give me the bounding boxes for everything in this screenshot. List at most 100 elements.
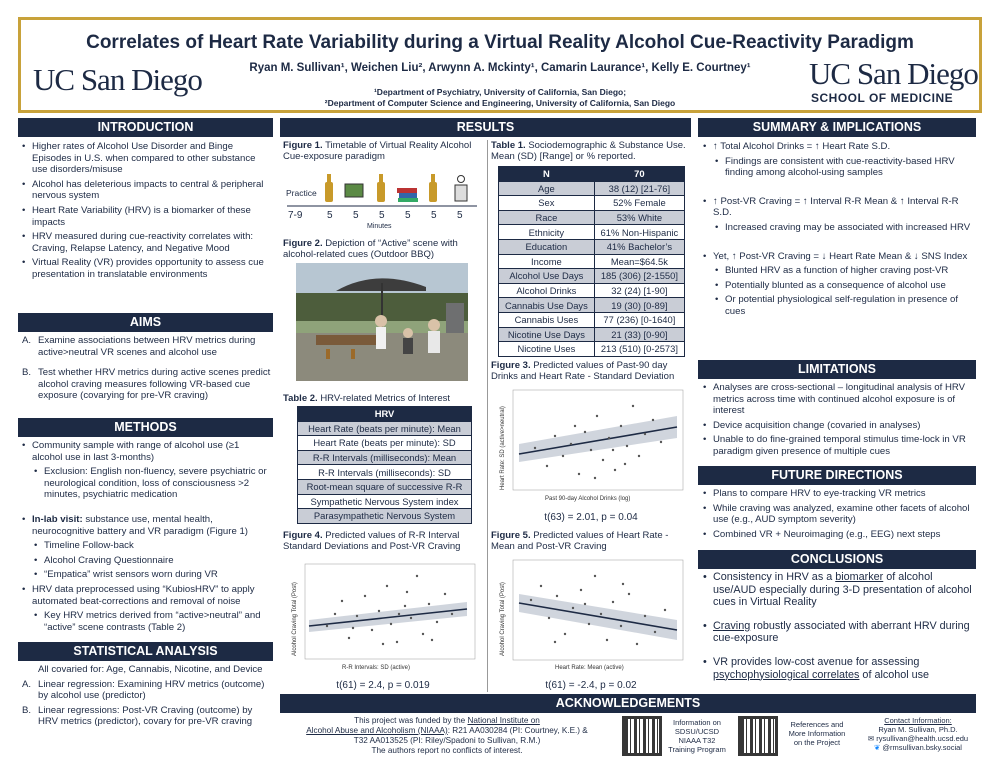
summary-p2: ↑ Post-VR Craving = ↑ Interval R-R Mean … [703, 196, 975, 219]
fig1-caption: Figure 1. Timetable of Virtual Reality A… [283, 140, 481, 162]
ack-l1a: This project was funded by the [354, 716, 468, 725]
fig1-text: Timetable of Virtual Reality Alcohol Cue… [283, 140, 472, 162]
conclusions-heading: CONCLUSIONS [698, 550, 976, 569]
contact-bluesky-text: @rmsullivan.bsky.social [882, 743, 962, 752]
methods-inlab: In-lab visit: substance use, mental heal… [22, 514, 272, 537]
table2: HRV Heart Rate (beats per minute): Mean … [297, 406, 472, 524]
stats-body: All covaried for: Age, Cannabis, Nicotin… [22, 664, 272, 728]
fig5-xlabel: Heart Rate: Mean (active) [555, 665, 624, 671]
fig2-vr-scene-image [296, 263, 468, 381]
contact-email-text: rysullivan@health.ucsd.edu [876, 734, 969, 743]
contact-bluesky[interactable]: ❦ @rmsullivan.bsky.social [860, 743, 976, 752]
future-list: Plans to compare HRV to eye-tracking VR … [703, 488, 975, 543]
table2-caption: Table 2. HRV-related Metrics of Interest [283, 393, 481, 404]
clock-icon [454, 175, 468, 202]
table1-cell: 21 (33) [0-90] [593, 326, 686, 343]
results-divider [487, 140, 488, 692]
fig5-points [529, 574, 667, 646]
qr-code-training[interactable] [622, 716, 662, 756]
qr-code-references[interactable] [738, 716, 778, 756]
summary-p3: Yet, ↑ Post-VR Craving = ↓ Heart Rate Me… [703, 251, 975, 263]
fig4-label: Figure 4. [283, 530, 323, 541]
table1-cell: 41% Bachelor’s [593, 238, 686, 255]
stats-covar: All covaried for: Age, Cannabis, Nicotin… [38, 664, 263, 675]
books-icon [397, 188, 418, 202]
table2-text: HRV-related Metrics of Interest [320, 393, 451, 404]
table1-text: Sociodemographic & Substance Use. Mean (… [491, 140, 686, 162]
bottle-icon [377, 174, 385, 202]
table2-cell: Root-mean square of successive R-R [297, 478, 472, 495]
qr1-line: NIAAA T32 [678, 736, 716, 745]
table1-head: N [498, 166, 595, 182]
limitation-item: Unable to do fine-grained temporal stimu… [703, 434, 975, 457]
summary-p1-sub: Findings are consistent with cue-reactiv… [715, 156, 975, 179]
ucsd-logo-right: UC San Diego [809, 56, 979, 91]
fig1-time: 5 [405, 210, 411, 221]
table1-label: Table 1. [491, 140, 526, 151]
c3u: psychophysiological correlates [713, 668, 860, 681]
table2-cell: Heart Rate (beats per minute): SD [297, 435, 472, 451]
table1-cell: 19 (30) [0-89] [593, 297, 686, 313]
contact-info: Contact Information: Ryan M. Sullivan, P… [860, 716, 976, 752]
methods-community: Community sample with range of alcohol u… [22, 440, 272, 463]
methods-hrv: HRV data preprocessed using “KubiosHRV” … [22, 584, 272, 607]
contact-heading: Contact Information: [884, 716, 952, 725]
qr1-label: Information on SDSU/UCSD NIAAA T32 Training… [664, 718, 730, 754]
fig1-time: 5 [457, 210, 463, 221]
table1-cell: Cannabis Use Days [498, 297, 595, 313]
qr1-line: Information on [673, 718, 721, 727]
fig4-caption: Figure 4. Predicted values of R-R Interv… [283, 530, 483, 552]
fig5-scatter: Alcohol Craving Total (Post) Heart Rate:… [495, 556, 687, 678]
contact-name: Ryan M. Sullivan, Ph.D. [878, 725, 958, 734]
table1-caption: Table 1. Sociodemographic & Substance Us… [491, 140, 691, 162]
table1: N 70 Age 38 (12) [21-76] Sex 52% Female Rac… [498, 166, 686, 357]
table1-cell: Income [498, 253, 595, 270]
fig1-label: Figure 1. [283, 140, 323, 151]
table1-cell: Nicotine Uses [498, 341, 595, 357]
fig5-ylabel: Alcohol Craving Total (Post) [500, 582, 506, 656]
ack-l2u: Alcohol Abuse and Alcoholism (NIAAA) [306, 726, 448, 735]
table1-cell: Education [498, 238, 595, 255]
fig2-label: Figure 2. [283, 238, 323, 249]
fig4-ylabel: Alcohol Craving Total (Post) [292, 582, 298, 656]
summary-heading: SUMMARY & IMPLICATIONS [698, 118, 976, 137]
c1a: Consistency in HRV as a [713, 571, 836, 583]
c1u: biomarker [835, 571, 884, 583]
future-heading: FUTURE DIRECTIONS [698, 466, 976, 485]
results-heading: RESULTS [280, 118, 691, 137]
fig4-points [325, 574, 454, 646]
aims-list: A. Examine associations between HRV metri… [22, 335, 272, 402]
fig3-text: Predicted values of Past-90 day Drinks a… [491, 360, 675, 382]
fig5-stat: t(61) = -2.4, p = 0.02 [545, 680, 637, 691]
header: Correlates of Heart Rate Variability dur… [18, 17, 982, 113]
fig1-timeline: Practice 7-9 5 5 5 5 5 5 Minutes [286, 174, 477, 230]
future-item: While craving was analyzed, examine othe… [703, 503, 975, 526]
summary-p3-sub: Potentially blunted as a consequence of … [715, 280, 975, 292]
limitations-list: Analyses are cross-sectional – longitudi… [703, 382, 975, 461]
fig1-practice: Practice [286, 188, 317, 198]
methods-sub: “Empatica” wrist sensors worn during VR [34, 569, 272, 581]
table1-cell: 213 (510) [0-2573] [593, 341, 686, 357]
bottle-icon [325, 174, 333, 202]
fig4-text: Predicted values of R-R Interval Standar… [283, 530, 461, 552]
aim-b: Test whether HRV metrics during active s… [38, 367, 271, 402]
future-item: Combined VR + Neuroimaging (e.g., EEG) n… [703, 529, 975, 541]
table1-cell: 38 (12) [21-76] [593, 180, 686, 197]
table1-cell: Alcohol Drinks [498, 282, 595, 299]
table1-cell: Nicotine Use Days [498, 326, 595, 343]
aim-b-num: B. [22, 367, 32, 379]
ucsd-logo-left: UC San Diego [33, 62, 203, 97]
intro-list: Higher rates of Alcohol Use Disorder and… [22, 141, 272, 284]
intro-heading: INTRODUCTION [18, 118, 273, 137]
fig3-scatter: Heart Rate: SD (active>neutral) Past 90-… [495, 386, 687, 508]
fig3-stat: t(63) = 2.01, p = 0.04 [544, 512, 638, 523]
fig3-label: Figure 3. [491, 360, 531, 371]
authors: Ryan M. Sullivan¹, Weichen Liu², Arwynn … [249, 62, 751, 74]
stat-a: Linear regression: Examining HRV metrics… [38, 678, 265, 702]
table1-cell: 53% White [593, 209, 686, 226]
table1-cell: 61% Non-Hispanic [593, 224, 686, 240]
stat-a-num: A. [22, 678, 32, 690]
fig4-stat: t(61) = 2.4, p = 0.019 [336, 680, 430, 691]
contact-email[interactable]: ✉ rysullivan@health.ucsd.edu [860, 734, 976, 743]
fig4-xlabel: R-R Intervals: SD (active) [342, 665, 410, 671]
